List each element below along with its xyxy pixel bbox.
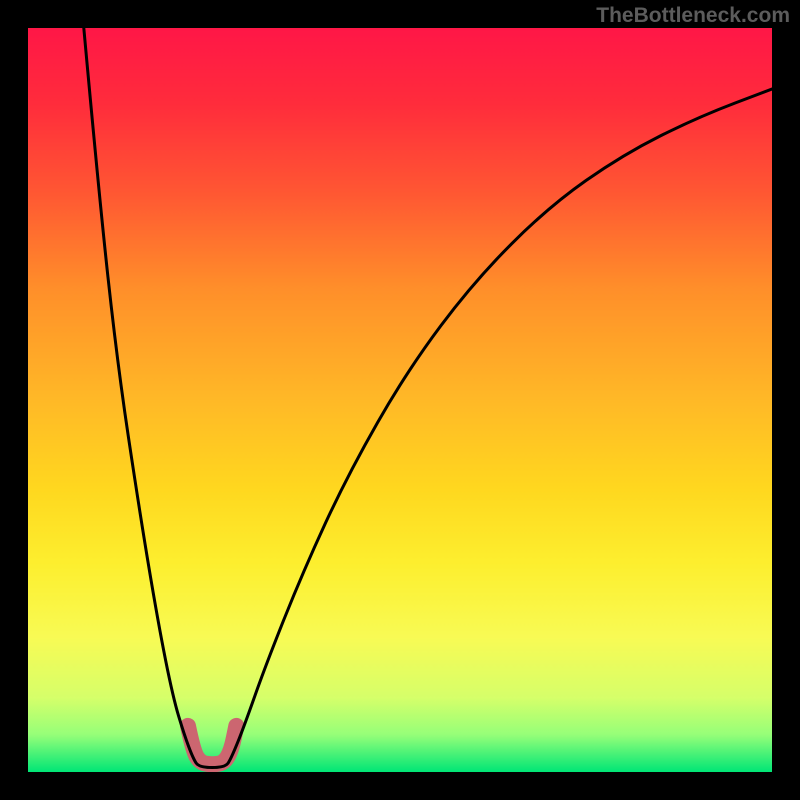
bottleneck-curve	[84, 28, 772, 768]
curve-layer	[28, 28, 772, 772]
watermark-text: TheBottleneck.com	[596, 4, 790, 28]
chart-root: TheBottleneck.com	[0, 0, 800, 800]
plot-area	[28, 28, 772, 772]
